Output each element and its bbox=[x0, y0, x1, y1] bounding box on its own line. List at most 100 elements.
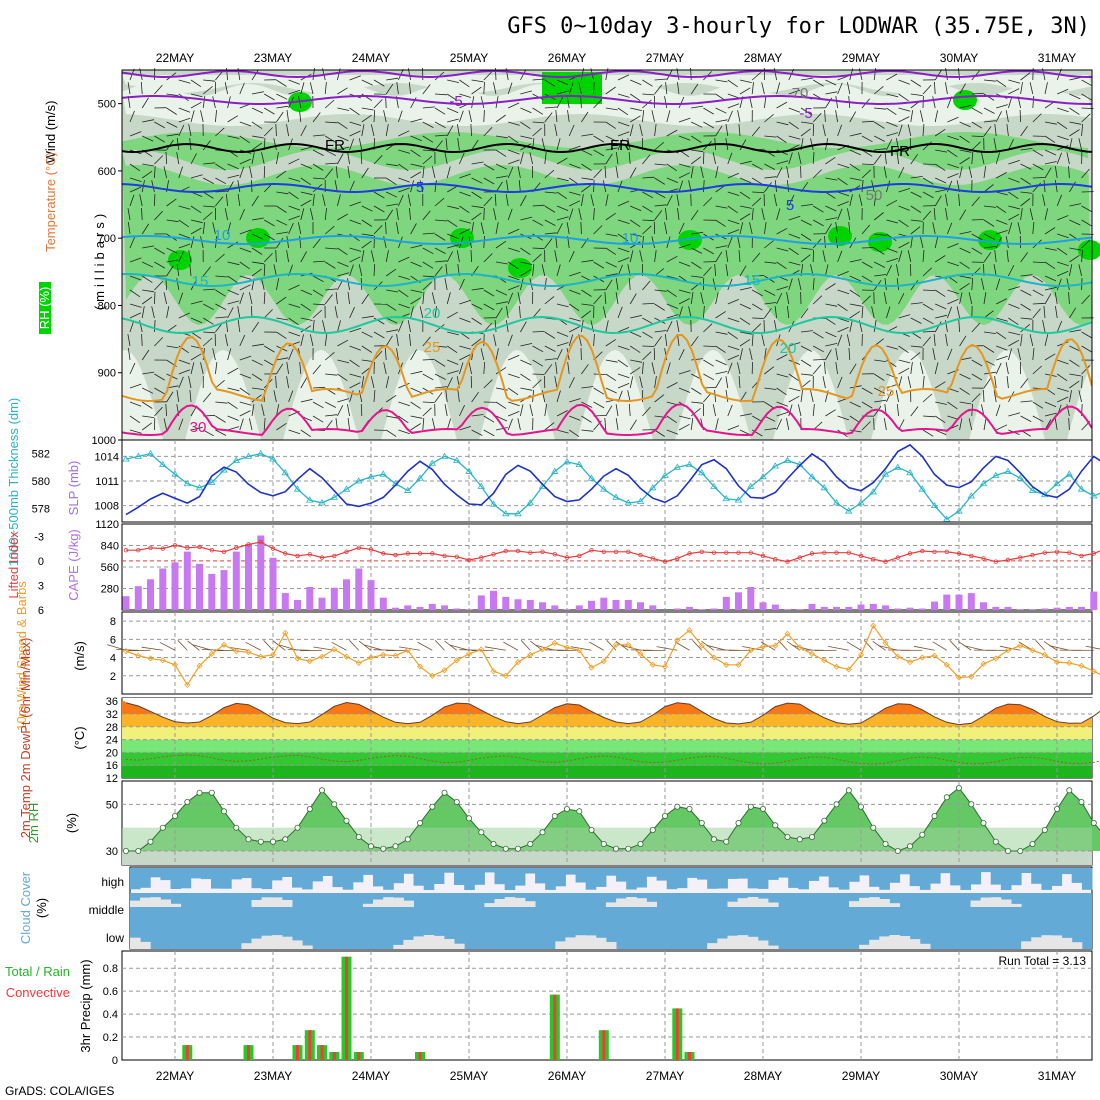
upper-wind-barb bbox=[971, 277, 974, 291]
upper-wind-barb bbox=[275, 123, 277, 137]
cloud-mid-gap bbox=[140, 897, 151, 907]
upper-wind-barb bbox=[288, 303, 301, 308]
upper-wind-barb bbox=[251, 121, 263, 129]
upper-wind-barb bbox=[910, 93, 923, 96]
bottom-date-label: 26MAY bbox=[548, 1069, 586, 1083]
upper-wind-barb bbox=[444, 404, 448, 417]
upper-wind-barb bbox=[642, 406, 651, 417]
cape-bar bbox=[330, 587, 338, 610]
wind10m-point bbox=[184, 681, 191, 688]
upper-wind-barb bbox=[1056, 194, 1062, 207]
upper-wind-barb bbox=[239, 334, 246, 347]
rh-diurnal-dry-plume bbox=[479, 350, 555, 440]
upper-wind-barb bbox=[141, 333, 143, 347]
upper-wind-barb bbox=[874, 233, 887, 236]
upper-wind-barb bbox=[422, 401, 435, 403]
wind10m-point bbox=[919, 654, 926, 661]
upper-wind-barb bbox=[446, 93, 458, 102]
upper-wind-barb bbox=[825, 303, 838, 307]
upper-wind-barb bbox=[910, 280, 919, 291]
upper-wind-barb bbox=[715, 119, 728, 123]
upper-wind-barb bbox=[749, 348, 753, 361]
rh-saturated-blob bbox=[508, 258, 532, 278]
upper-wind-barb bbox=[1020, 198, 1031, 207]
upper-wind-barb bbox=[178, 219, 189, 228]
wind10m-barb bbox=[263, 640, 274, 651]
upper-wind-barb bbox=[398, 256, 410, 263]
upper-wind-barb bbox=[275, 375, 277, 389]
cape-tick-label: 280 bbox=[101, 584, 119, 596]
upper-wind-barb bbox=[886, 93, 899, 98]
upper-wind-barb bbox=[349, 107, 360, 116]
upper-wind-barb bbox=[568, 377, 575, 389]
upper-wind-barb bbox=[568, 303, 580, 312]
upper-wind-barb bbox=[981, 152, 985, 165]
rh2m-point bbox=[355, 834, 362, 841]
upper-wind-barb bbox=[922, 317, 934, 325]
contour-label: FR bbox=[325, 137, 345, 154]
wind10m-point bbox=[955, 674, 963, 681]
upper-wind-barb bbox=[251, 217, 264, 221]
upper-wind-barb bbox=[715, 292, 719, 305]
upper-wind-barb bbox=[739, 205, 752, 209]
lifted-index-point bbox=[724, 550, 729, 555]
cape-bar bbox=[232, 551, 240, 610]
cloud-high-bar bbox=[281, 868, 293, 877]
upper-wind-barb bbox=[788, 342, 801, 347]
upper-wind-barb bbox=[630, 315, 642, 319]
bottom-date-label: 29MAY bbox=[842, 1069, 880, 1083]
upper-wind-barb bbox=[1020, 334, 1023, 347]
upper-wind-barb bbox=[788, 387, 801, 392]
cloud-mid-gap bbox=[403, 900, 414, 907]
upper-wind-barb bbox=[996, 355, 1008, 361]
wind10m-barb bbox=[1035, 640, 1046, 651]
upper-wind-barb bbox=[1044, 247, 1057, 251]
upper-wind-barb bbox=[837, 271, 849, 277]
wind10m-point bbox=[980, 660, 987, 667]
upper-wind-barb bbox=[154, 193, 156, 207]
upper-wind-barb bbox=[764, 222, 767, 235]
upper-wind-barb bbox=[654, 250, 657, 263]
upper-wind-barb bbox=[617, 74, 630, 81]
cape-bar bbox=[698, 609, 706, 610]
upper-wind-barb bbox=[604, 291, 607, 305]
thickness-point bbox=[832, 499, 841, 506]
thickness-point bbox=[992, 471, 1000, 478]
cloud-high-bar bbox=[676, 868, 688, 889]
upper-wind-barb bbox=[532, 204, 545, 207]
cape-bar bbox=[245, 544, 252, 610]
wind10m-barb bbox=[201, 649, 225, 651]
cloud-high-bar bbox=[1000, 868, 1012, 890]
upper-wind-barb bbox=[459, 191, 471, 197]
contour-label: 20 bbox=[424, 305, 441, 322]
upper-wind-barb bbox=[764, 240, 774, 249]
wind10m-point bbox=[220, 641, 228, 648]
cape-bar bbox=[931, 601, 938, 610]
upper-wind-barb bbox=[532, 308, 541, 319]
precip-convective-bar bbox=[320, 1045, 324, 1060]
upper-wind-barb bbox=[480, 348, 485, 361]
upper-wind-barb bbox=[288, 222, 294, 235]
upper-wind-barb bbox=[566, 222, 570, 235]
upper-wind-barb bbox=[971, 151, 974, 165]
cloud-mid-gap bbox=[484, 903, 495, 907]
isotherm-10 bbox=[122, 235, 1092, 245]
upper-wind-barb bbox=[337, 121, 348, 130]
upper-wind-barb bbox=[812, 277, 815, 291]
cloud-high-bar bbox=[899, 868, 911, 875]
thickness-point bbox=[783, 456, 792, 463]
upper-wind-barb bbox=[556, 177, 569, 182]
upper-wind-barb bbox=[945, 194, 948, 207]
upper-wind-barb bbox=[751, 71, 762, 81]
upper-wind-barb bbox=[629, 115, 641, 123]
upper-wind-barb bbox=[1006, 124, 1009, 137]
upper-wind-barb bbox=[593, 225, 603, 235]
top-date-label: 25MAY bbox=[450, 51, 488, 65]
upper-wind-barb bbox=[251, 91, 264, 95]
cape-bar bbox=[820, 606, 828, 610]
cloud-high-bar bbox=[221, 868, 232, 889]
cloud-mid-gap bbox=[524, 901, 536, 907]
upper-wind-barb bbox=[556, 410, 568, 417]
lifted-index-point bbox=[246, 542, 251, 547]
upper-wind-barb bbox=[933, 333, 936, 347]
